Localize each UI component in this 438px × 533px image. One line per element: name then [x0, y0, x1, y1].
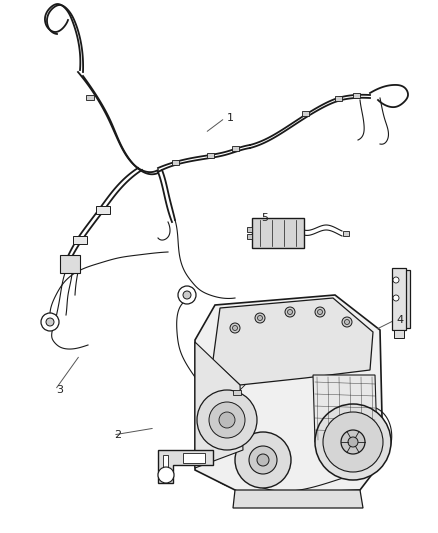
Circle shape	[233, 326, 237, 330]
Circle shape	[323, 412, 383, 472]
Circle shape	[348, 437, 358, 447]
Text: 4: 4	[396, 315, 403, 325]
Bar	[232, 146, 239, 150]
Circle shape	[315, 404, 391, 480]
Polygon shape	[313, 375, 377, 442]
Circle shape	[230, 323, 240, 333]
Circle shape	[393, 295, 399, 301]
Circle shape	[178, 286, 196, 304]
Bar	[252, 218, 304, 248]
Bar	[394, 330, 404, 338]
Circle shape	[255, 313, 265, 323]
Bar	[206, 152, 213, 157]
Bar	[247, 227, 252, 232]
Bar	[335, 95, 342, 101]
Text: 1: 1	[226, 113, 233, 123]
Circle shape	[183, 291, 191, 299]
Bar	[163, 455, 168, 467]
Circle shape	[46, 318, 54, 326]
Circle shape	[249, 446, 277, 474]
Circle shape	[209, 402, 245, 438]
Bar	[86, 94, 94, 100]
Bar	[392, 268, 406, 330]
Text: 2: 2	[114, 430, 122, 440]
Circle shape	[342, 317, 352, 327]
Circle shape	[393, 277, 399, 283]
Polygon shape	[195, 295, 383, 495]
Bar	[73, 236, 87, 244]
Circle shape	[285, 307, 295, 317]
Circle shape	[315, 307, 325, 317]
Polygon shape	[213, 298, 373, 385]
Text: 3: 3	[57, 385, 64, 395]
Bar	[301, 110, 308, 116]
Bar	[183, 453, 205, 463]
Circle shape	[235, 432, 291, 488]
Text: 5: 5	[261, 213, 268, 223]
Bar	[343, 230, 349, 236]
Polygon shape	[195, 342, 243, 468]
Circle shape	[219, 412, 235, 428]
Circle shape	[341, 430, 365, 454]
Circle shape	[287, 310, 293, 314]
Circle shape	[258, 316, 262, 320]
Bar	[172, 159, 179, 165]
Circle shape	[345, 319, 350, 325]
Bar	[60, 255, 80, 273]
Bar	[398, 270, 410, 328]
Circle shape	[158, 467, 174, 483]
Polygon shape	[233, 490, 363, 508]
Circle shape	[197, 390, 257, 450]
Circle shape	[318, 310, 322, 314]
Bar	[233, 390, 241, 394]
Circle shape	[41, 313, 59, 331]
Bar	[96, 206, 110, 214]
Bar	[353, 93, 360, 98]
Polygon shape	[158, 450, 213, 483]
Circle shape	[257, 454, 269, 466]
Bar	[247, 234, 252, 239]
